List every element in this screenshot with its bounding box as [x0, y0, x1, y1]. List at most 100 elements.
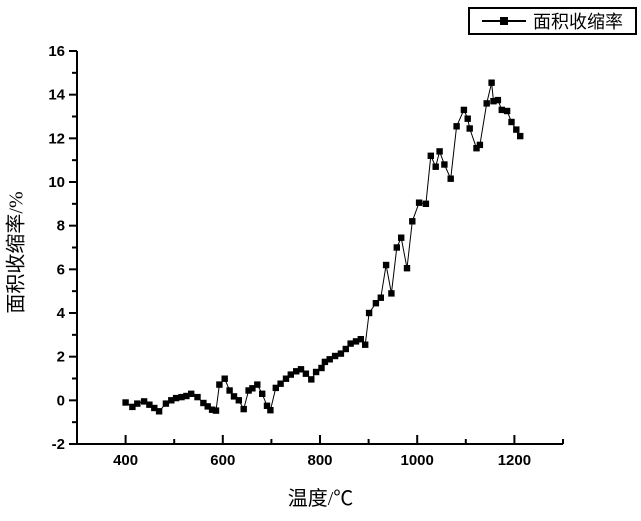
data-point-marker	[155, 408, 163, 415]
y-tick-label: 12	[48, 130, 65, 147]
data-point-marker	[365, 309, 373, 317]
data-point-marker	[122, 399, 129, 406]
data-point-marker	[494, 96, 502, 104]
data-point-marker	[188, 390, 195, 397]
legend: 面积收缩率	[468, 7, 637, 35]
data-point-marker	[254, 381, 261, 388]
x-axis-title: 温度/℃	[287, 488, 354, 510]
data-point-marker	[453, 123, 460, 130]
x-tick-label: 1200	[498, 452, 531, 469]
data-point-marker	[221, 375, 228, 382]
data-point-marker	[409, 218, 416, 225]
data-point-marker	[331, 352, 339, 360]
data-point-marker	[352, 338, 360, 345]
data-point-marker	[194, 393, 201, 401]
y-tick-label: 0	[57, 392, 65, 409]
data-point-marker	[347, 340, 354, 347]
data-point-marker	[483, 100, 490, 107]
data-point-marker	[427, 152, 434, 159]
data-point-marker	[476, 141, 484, 149]
data-point-marker	[287, 371, 294, 378]
data-point-marker	[134, 400, 141, 407]
y-tick-label: -2	[52, 436, 65, 453]
data-point-marker	[245, 387, 252, 394]
data-point-marker	[297, 366, 305, 373]
data-point-marker	[337, 350, 345, 357]
data-point-marker	[168, 397, 175, 404]
data-point-marker	[277, 380, 284, 387]
data-point-marker	[436, 148, 443, 155]
data-point-marker	[403, 265, 411, 272]
data-point-marker	[342, 345, 349, 353]
y-tick-label: 14	[48, 87, 65, 104]
data-point-marker	[178, 393, 185, 401]
data-point-marker	[172, 394, 180, 402]
y-tick-label: 10	[48, 174, 65, 191]
data-point-marker	[183, 392, 190, 400]
data-point-marker	[267, 407, 274, 414]
data-point-marker	[318, 364, 325, 372]
data-point-marker	[249, 385, 256, 392]
data-point-marker	[312, 368, 320, 376]
data-point-marker	[302, 370, 310, 377]
y-tick-label: 2	[57, 349, 65, 366]
data-point-marker	[263, 402, 271, 409]
data-point-marker	[464, 115, 471, 122]
data-point-marker	[422, 200, 430, 207]
x-tick-label: 1000	[401, 452, 434, 469]
legend-square-marker-icon	[500, 17, 508, 25]
data-point-marker	[372, 300, 380, 307]
data-point-marker	[321, 358, 329, 366]
x-tick-label: 400	[113, 452, 138, 469]
data-point-marker	[513, 126, 520, 133]
data-point-marker	[517, 132, 524, 140]
data-point-marker	[146, 401, 153, 408]
data-point-marker	[259, 390, 266, 397]
data-point-marker	[362, 341, 369, 348]
legend-label: 面积收缩率	[533, 12, 623, 32]
y-tick-label: 4	[57, 305, 66, 322]
data-point-marker	[129, 403, 136, 411]
data-point-marker	[208, 406, 216, 413]
data-point-marker	[235, 397, 242, 404]
data-point-marker	[508, 118, 515, 126]
data-point-marker	[498, 106, 505, 114]
data-point-marker	[490, 98, 497, 105]
data-point-marker	[240, 405, 247, 413]
data-point-marker	[140, 398, 148, 405]
data-point-marker	[388, 290, 395, 297]
legend-line-square-marker-icon	[482, 16, 526, 26]
data-point-marker	[162, 400, 170, 407]
data-point-marker	[398, 234, 405, 241]
data-point-marker	[441, 161, 448, 168]
data-point-marker	[460, 106, 468, 114]
data-point-marker	[272, 384, 279, 392]
data-point-marker	[415, 199, 423, 206]
data-point-marker	[282, 375, 290, 382]
y-tick-label: 6	[57, 261, 65, 278]
data-point-marker	[377, 294, 384, 301]
data-point-marker	[212, 407, 220, 414]
x-tick-label: 800	[307, 452, 332, 469]
data-point-marker	[216, 381, 223, 388]
data-point-marker	[326, 356, 333, 363]
data-point-marker	[230, 393, 238, 400]
data-point-marker	[447, 175, 454, 182]
data-point-marker	[308, 376, 315, 383]
data-point-marker	[382, 261, 390, 269]
data-point-marker	[432, 163, 439, 170]
data-point-marker	[488, 79, 495, 86]
data-point-marker	[473, 145, 480, 152]
data-point-marker	[503, 107, 511, 115]
y-tick-label: 16	[48, 43, 65, 60]
data-point-marker	[393, 244, 400, 251]
data-point-marker	[466, 125, 473, 132]
y-axis-title: 面积收缩率/%	[5, 191, 28, 314]
data-point-marker	[204, 403, 211, 410]
data-point-marker	[151, 404, 158, 412]
x-tick-label: 600	[210, 452, 235, 469]
data-point-marker	[357, 336, 364, 343]
data-point-marker	[226, 387, 233, 394]
